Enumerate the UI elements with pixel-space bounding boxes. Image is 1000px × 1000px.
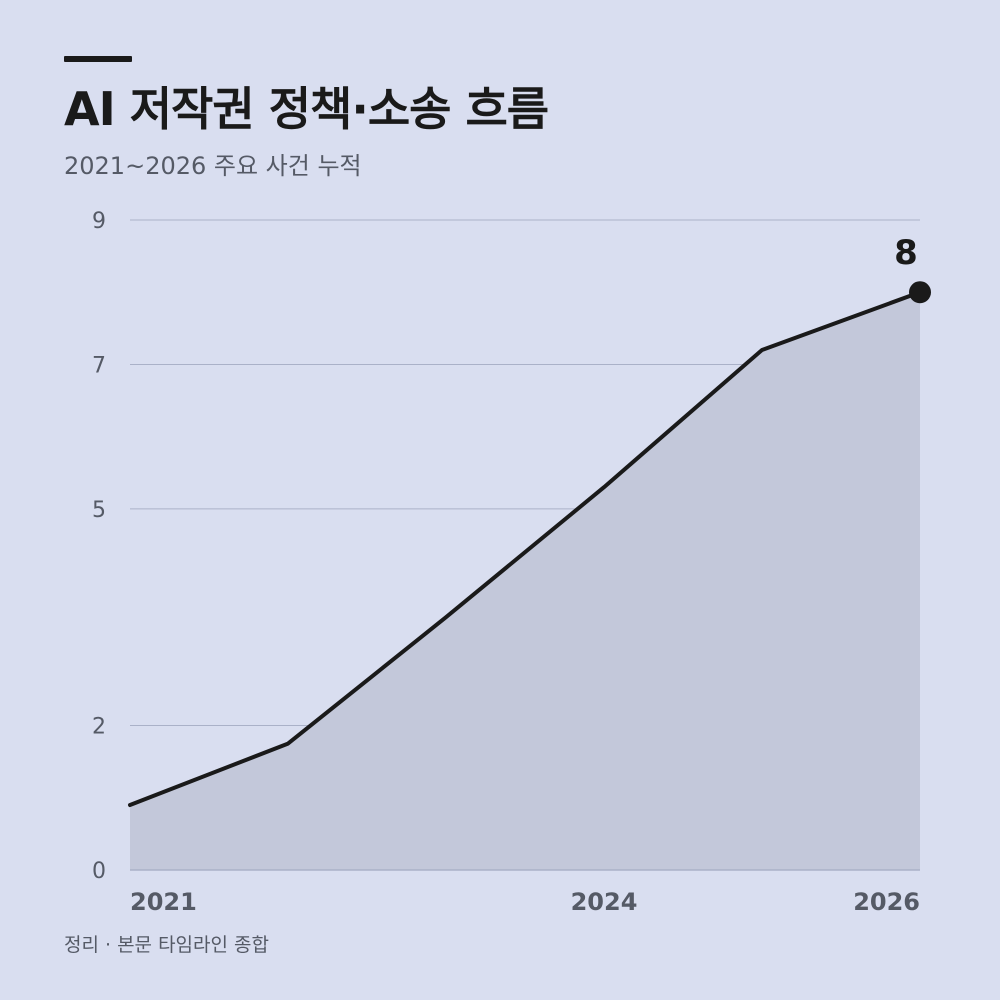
- y-tick-label: 2: [92, 715, 106, 740]
- title-accent-bar: [64, 56, 132, 62]
- y-tick-label: 7: [92, 353, 106, 378]
- y-tick-label: 0: [92, 859, 106, 884]
- end-value-label: 8: [894, 233, 918, 273]
- page-title: AI 저작권 정책·소송 흐름: [64, 82, 549, 136]
- area-fill: [130, 292, 920, 870]
- y-tick-label: 5: [92, 498, 106, 523]
- x-tick-label: 2021: [130, 888, 197, 916]
- y-tick-label: 9: [92, 209, 106, 234]
- page-subtitle: 2021~2026 주요 사건 누적: [64, 152, 362, 180]
- source-note: 정리 · 본문 타임라인 종합: [64, 934, 269, 956]
- y-axis-ticks: 0 2 5 7 9: [92, 209, 106, 884]
- x-axis-ticks: 2021 2024 2026: [130, 888, 920, 916]
- series-line: [128, 290, 922, 807]
- area-series: [128, 290, 922, 871]
- end-marker-group: 8: [894, 233, 931, 304]
- x-tick-label: 2024: [571, 888, 638, 916]
- x-tick-label: 2026: [853, 888, 920, 916]
- end-point-marker: [909, 281, 931, 304]
